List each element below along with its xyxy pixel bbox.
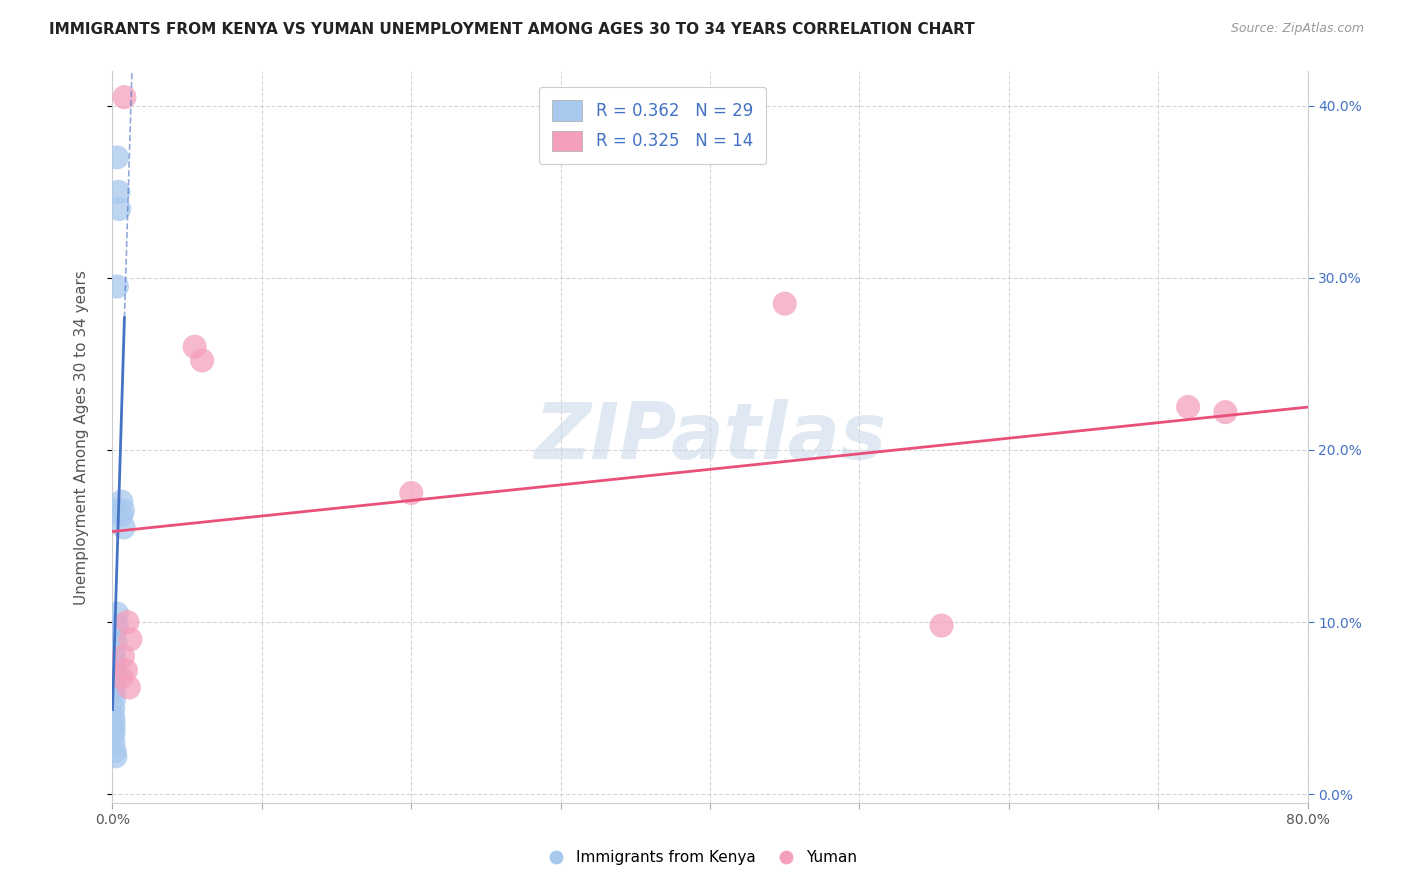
Point	[108, 202, 131, 216]
Point	[117, 615, 139, 629]
Point	[105, 150, 128, 164]
Text: Source: ZipAtlas.com: Source: ZipAtlas.com	[1230, 22, 1364, 36]
Point	[103, 646, 125, 660]
Point	[103, 722, 125, 736]
Point	[773, 296, 796, 310]
Point	[103, 701, 125, 715]
Point	[105, 607, 128, 621]
Point	[105, 279, 128, 293]
Point	[104, 666, 127, 681]
Point	[105, 618, 128, 632]
Point	[111, 503, 134, 517]
Point	[104, 658, 127, 673]
Point	[103, 727, 125, 741]
Y-axis label: Unemployment Among Ages 30 to 34 years: Unemployment Among Ages 30 to 34 years	[75, 269, 89, 605]
Point	[103, 710, 125, 724]
Point	[118, 681, 141, 695]
Point	[120, 632, 142, 647]
Point	[103, 692, 125, 706]
Point	[104, 636, 127, 650]
Point	[103, 735, 125, 749]
Point	[104, 503, 127, 517]
Point	[107, 185, 129, 199]
Point	[103, 684, 125, 698]
Point	[103, 675, 125, 690]
Point	[931, 618, 953, 632]
Point	[1215, 405, 1237, 419]
Point	[114, 90, 135, 104]
Point	[104, 744, 127, 758]
Point	[112, 520, 135, 534]
Legend: Immigrants from Kenya, Yuman: Immigrants from Kenya, Yuman	[543, 844, 863, 871]
Point	[104, 749, 127, 764]
Point	[110, 494, 132, 508]
Point	[1177, 400, 1199, 414]
Point	[401, 486, 423, 500]
Point	[103, 670, 125, 684]
Text: ZIPatlas: ZIPatlas	[534, 399, 886, 475]
Legend: R = 0.362   N = 29, R = 0.325   N = 14: R = 0.362 N = 29, R = 0.325 N = 14	[538, 87, 766, 164]
Point	[191, 353, 214, 368]
Point	[183, 340, 205, 354]
Point	[103, 653, 125, 667]
Point	[111, 649, 134, 664]
Point	[110, 508, 132, 523]
Point	[110, 670, 132, 684]
Text: IMMIGRANTS FROM KENYA VS YUMAN UNEMPLOYMENT AMONG AGES 30 TO 34 YEARS CORRELATIO: IMMIGRANTS FROM KENYA VS YUMAN UNEMPLOYM…	[49, 22, 974, 37]
Point	[103, 714, 125, 729]
Point	[115, 663, 138, 677]
Point	[104, 624, 127, 638]
